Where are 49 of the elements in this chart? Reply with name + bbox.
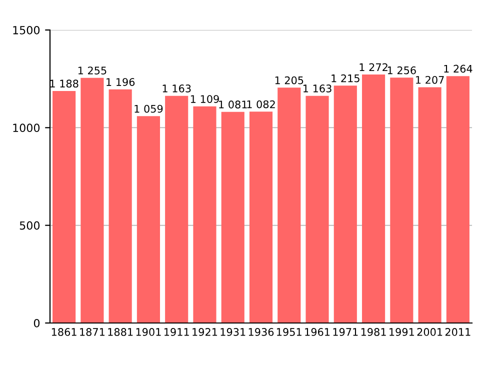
y-tick-label: 1500 [13, 26, 40, 34]
x-tick-label: 2011 [445, 328, 470, 336]
y-tick-label: 1000 [13, 124, 40, 132]
bar [108, 89, 132, 323]
data-label: 1 255 [78, 66, 106, 74]
data-label: 1 188 [50, 80, 78, 88]
y-tick-label: 0 [34, 318, 40, 328]
bar [136, 116, 160, 323]
data-label: 1 163 [162, 84, 191, 92]
data-label: 1 207 [416, 76, 444, 84]
x-tick-label: 1881 [108, 328, 133, 336]
data-label: 1 264 [444, 64, 472, 73]
x-tick-label: 1971 [333, 328, 358, 336]
data-label: 1 081 [219, 100, 247, 108]
bar [418, 87, 442, 323]
data-label: 1 163 [304, 84, 332, 92]
bar [446, 76, 470, 323]
bar [193, 106, 216, 323]
bar [362, 74, 386, 323]
x-tick-label: 1861 [52, 328, 76, 336]
bar [334, 86, 357, 323]
x-tick-label: 1951 [277, 328, 302, 336]
bar [249, 112, 273, 323]
x-tick-label: 1991 [390, 328, 414, 336]
bar [390, 78, 414, 323]
x-tick-label: 1981 [361, 328, 386, 336]
x-tick-label: 1871 [80, 328, 104, 336]
data-label: 1 272 [360, 63, 388, 71]
bar [165, 96, 188, 323]
x-tick-label: 1961 [305, 328, 330, 336]
x-tick-label: 1921 [192, 328, 218, 336]
bar [221, 112, 244, 323]
x-tick-label: 2001 [417, 328, 442, 336]
bar [306, 96, 329, 323]
data-label: 1 109 [190, 95, 219, 103]
x-tick-label: 1931 [220, 328, 246, 336]
data-label: 1 215 [332, 74, 360, 82]
x-tick-label: 1936 [248, 328, 274, 336]
x-tick-label: 1911 [164, 328, 189, 336]
x-tick-label: 1901 [136, 328, 161, 336]
y-tick-label: 500 [20, 221, 40, 230]
data-label: 1 196 [106, 78, 135, 86]
data-label: 1 059 [134, 104, 163, 113]
data-label: 1 205 [275, 76, 304, 84]
data-label: 1 082 [247, 100, 275, 108]
bar [80, 78, 104, 323]
data-label: 1 256 [388, 66, 416, 74]
bar [278, 88, 301, 323]
bar [52, 90, 76, 323]
